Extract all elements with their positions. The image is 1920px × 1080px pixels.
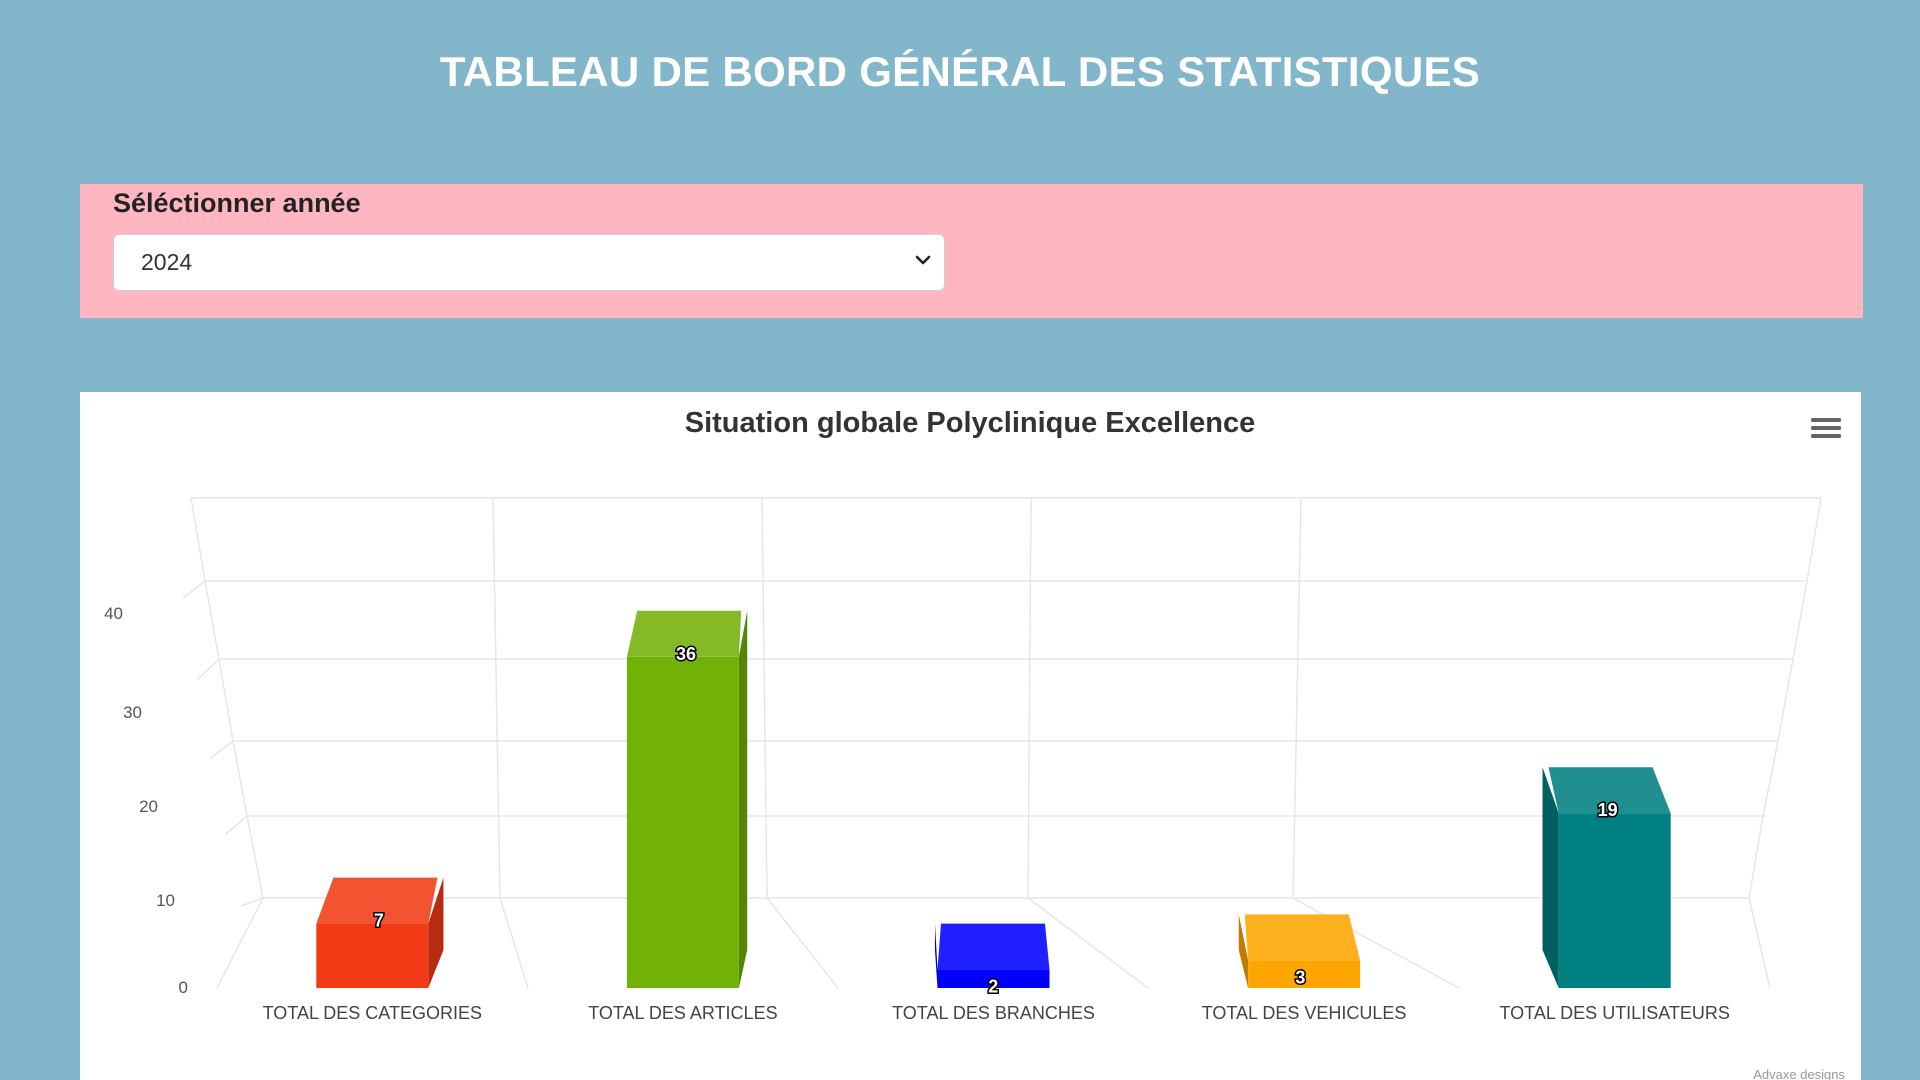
y-tick-label: 40: [104, 604, 123, 623]
chart-title: Situation globale Polyclinique Excellenc…: [685, 407, 1255, 439]
y-axis: 0 10 20 30 40: [104, 604, 188, 997]
chart-bars: 7 36 2 3 19: [316, 610, 1671, 998]
x-category-label: TOTAL DES UTILISATEURS: [1500, 1003, 1730, 1023]
bar-value-label: 36: [676, 644, 696, 664]
year-selector-panel: Séléctionner année 2024: [80, 184, 1863, 318]
bar: 36: [626, 610, 748, 988]
bar: 2: [934, 923, 1050, 998]
bar-value-label: 3: [1295, 967, 1305, 987]
bar-value-label: 7: [374, 911, 384, 931]
y-tick-label: 30: [123, 703, 142, 722]
y-tick-label: 20: [139, 797, 158, 816]
hamburger-menu-icon[interactable]: [1810, 416, 1846, 452]
year-selector-label: Séléctionner année: [113, 188, 361, 218]
bar-value-label: 2: [988, 977, 998, 997]
x-category-label: TOTAL DES ARTICLES: [588, 1003, 777, 1023]
chart-category-labels: TOTAL DES CATEGORIES TOTAL DES ARTICLES TO…: [263, 1003, 1730, 1023]
bar: 7: [316, 877, 444, 988]
bar: 3: [1238, 914, 1361, 989]
x-category-label: TOTAL DES VEHICULES: [1202, 1003, 1407, 1023]
bar-chart: Situation globale Polyclinique Excellenc…: [104, 407, 1846, 1080]
chart-credits: Advaxe designs: [1753, 1067, 1845, 1080]
bar-value-label: 19: [1598, 800, 1618, 820]
y-tick-label: 0: [179, 978, 188, 997]
x-category-label: TOTAL DES CATEGORIES: [263, 1003, 482, 1023]
chart-card: Situation globale Polyclinique Excellenc…: [80, 392, 1861, 1080]
bar: 19: [1542, 767, 1671, 988]
page-title: TABLEAU DE BORD GÉNÉRAL DES STATISTIQUES: [439, 48, 1481, 95]
year-select[interactable]: 2024: [113, 234, 945, 291]
y-tick-label: 10: [156, 891, 175, 910]
x-category-label: TOTAL DES BRANCHES: [892, 1003, 1095, 1023]
chevron-down-icon: [915, 255, 931, 265]
chart-grid: [182, 497, 1822, 989]
year-select-value: 2024: [141, 249, 193, 275]
